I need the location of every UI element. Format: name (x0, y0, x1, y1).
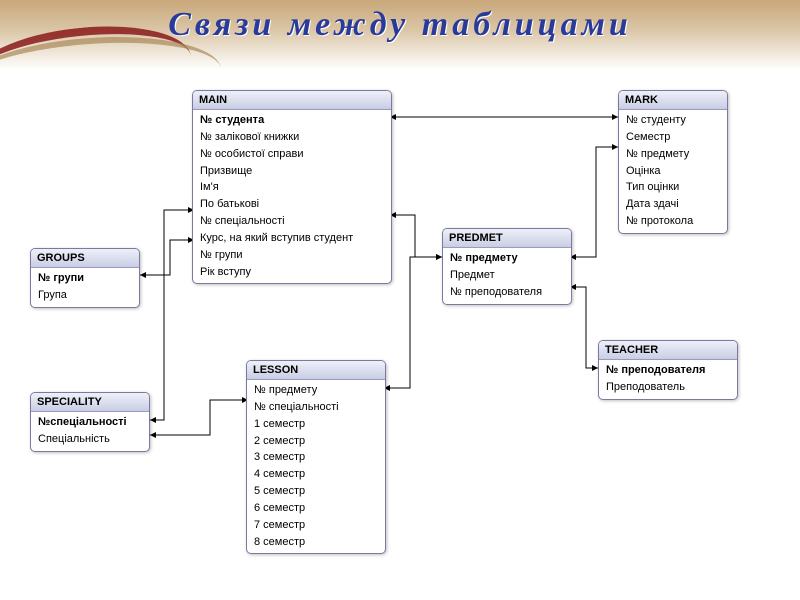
connector (140, 240, 192, 275)
table-header: MARK (619, 91, 727, 110)
table-field: № групи (193, 247, 391, 264)
connector (150, 400, 246, 435)
connector (392, 215, 442, 257)
table-field: Спеціальність (31, 431, 149, 448)
table-body: № преподователяПреподователь (599, 360, 737, 399)
table-field: 3 семестр (247, 449, 385, 466)
connector (386, 257, 442, 388)
table-field: Курс, на який вступив студент (193, 230, 391, 247)
table-body: № групиГрупа (31, 268, 139, 307)
table-field: Група (31, 287, 139, 304)
table-field: № преподователя (443, 284, 571, 301)
diagram-canvas: GROUPS№ групиГрупаSPECIALITY№спеціальнос… (0, 0, 800, 600)
table-field: № предмету (247, 382, 385, 399)
table-field: 2 семестр (247, 433, 385, 450)
table-field: 5 семестр (247, 483, 385, 500)
table-field: №спеціальності (31, 414, 149, 431)
table-field: Ім'я (193, 179, 391, 196)
table-field: № предмету (619, 146, 727, 163)
table-field: Преподователь (599, 379, 737, 396)
table-field: 6 семестр (247, 500, 385, 517)
table-field: № особистої справи (193, 146, 391, 163)
connector (150, 210, 192, 420)
table-body: № предмету№ спеціальності1 семестр2 семе… (247, 380, 385, 553)
table-header: TEACHER (599, 341, 737, 360)
table-main: MAIN№ студента№ залікової книжки№ особис… (192, 90, 392, 284)
table-mark: MARK№ студентуСеместр№ предметуОцінкаТип… (618, 90, 728, 234)
table-field: Тип оцінки (619, 179, 727, 196)
table-lesson: LESSON№ предмету№ спеціальності1 семестр… (246, 360, 386, 554)
table-field: Призвище (193, 163, 391, 180)
table-body: № предметуПредмет№ преподователя (443, 248, 571, 304)
table-field: № спеціальності (193, 213, 391, 230)
table-field: 4 семестр (247, 466, 385, 483)
table-field: № групи (31, 270, 139, 287)
table-field: Оцінка (619, 163, 727, 180)
table-header: GROUPS (31, 249, 139, 268)
table-body: №спеціальностіСпеціальність (31, 412, 149, 451)
table-field: Предмет (443, 267, 571, 284)
table-field: Дата здачі (619, 196, 727, 213)
table-field: По батькові (193, 196, 391, 213)
table-field: Рік вступу (193, 264, 391, 281)
table-field: № студенту (619, 112, 727, 129)
table-header: MAIN (193, 91, 391, 110)
connector (572, 147, 618, 257)
table-speciality: SPECIALITY№спеціальностіСпеціальність (30, 392, 150, 452)
table-header: LESSON (247, 361, 385, 380)
table-groups: GROUPS№ групиГрупа (30, 248, 140, 308)
table-field: № предмету (443, 250, 571, 267)
table-field: № протокола (619, 213, 727, 230)
table-field: № спеціальності (247, 399, 385, 416)
table-field: № залікової книжки (193, 129, 391, 146)
table-field: 7 семестр (247, 517, 385, 534)
table-header: PREDMET (443, 229, 571, 248)
table-field: № студента (193, 112, 391, 129)
table-teacher: TEACHER№ преподователяПреподователь (598, 340, 738, 400)
table-body: № студентуСеместр№ предметуОцінкаТип оці… (619, 110, 727, 233)
table-body: № студента№ залікової книжки№ особистої … (193, 110, 391, 283)
table-field: 1 семестр (247, 416, 385, 433)
table-field: № преподователя (599, 362, 737, 379)
table-header: SPECIALITY (31, 393, 149, 412)
connector (572, 287, 598, 368)
table-field: Семестр (619, 129, 727, 146)
table-predmet: PREDMET№ предметуПредмет№ преподователя (442, 228, 572, 305)
table-field: 8 семестр (247, 534, 385, 551)
